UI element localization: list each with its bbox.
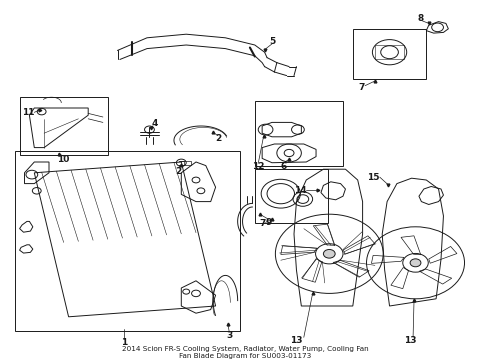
Bar bbox=[353, 29, 426, 79]
Text: 11: 11 bbox=[22, 108, 34, 117]
Text: 7: 7 bbox=[259, 219, 266, 228]
Text: 3: 3 bbox=[226, 331, 232, 340]
Text: 2: 2 bbox=[176, 166, 182, 175]
Text: 13: 13 bbox=[404, 336, 417, 345]
Text: 14: 14 bbox=[294, 186, 307, 194]
Text: 9: 9 bbox=[265, 217, 272, 227]
Text: 5: 5 bbox=[269, 37, 275, 46]
Bar bbox=[15, 151, 240, 331]
Bar bbox=[20, 97, 108, 155]
Text: 7: 7 bbox=[358, 83, 365, 91]
Bar bbox=[255, 101, 343, 166]
Bar bbox=[255, 169, 328, 223]
Text: 2: 2 bbox=[215, 134, 221, 143]
Text: 4: 4 bbox=[151, 119, 158, 128]
Text: 12: 12 bbox=[252, 162, 265, 171]
Text: 15: 15 bbox=[367, 173, 380, 181]
Text: 13: 13 bbox=[290, 336, 303, 345]
Text: 8: 8 bbox=[417, 14, 423, 23]
Circle shape bbox=[410, 259, 421, 267]
Text: 6: 6 bbox=[280, 162, 286, 171]
Text: 1: 1 bbox=[121, 338, 127, 347]
Text: 2014 Scion FR-S Cooling System, Radiator, Water Pump, Cooling Fan: 2014 Scion FR-S Cooling System, Radiator… bbox=[122, 346, 368, 352]
Circle shape bbox=[323, 249, 335, 258]
Text: Fan Blade Diagram for SU003-01173: Fan Blade Diagram for SU003-01173 bbox=[179, 354, 311, 359]
Text: 10: 10 bbox=[57, 154, 70, 163]
